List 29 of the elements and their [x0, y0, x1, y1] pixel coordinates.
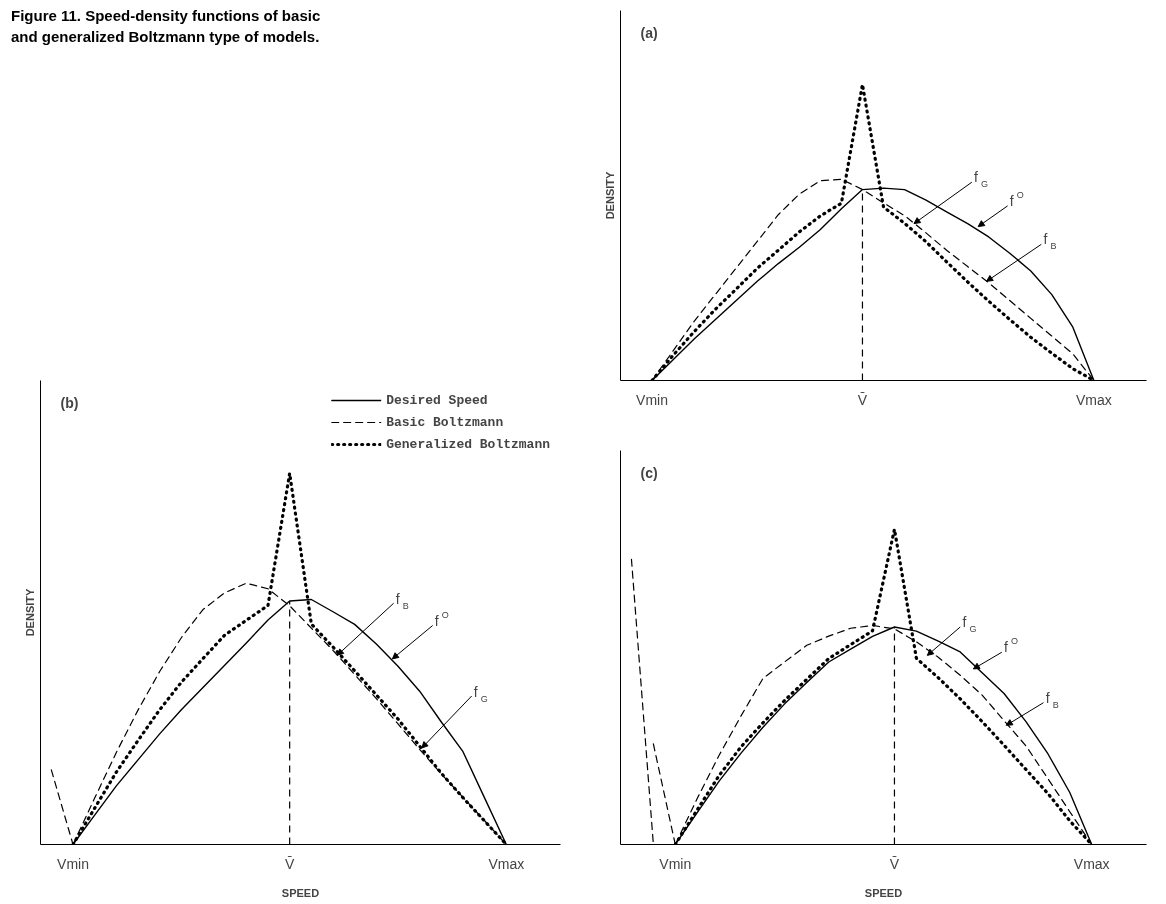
caption: Figure 11. Speed-density functions of basic and generalized Boltzmann type of models.: [11, 6, 322, 48]
x-tick-label: V̄: [285, 855, 295, 872]
legend-label: Desired Speed: [386, 392, 488, 408]
y-axis-title: DENSITY: [23, 588, 36, 637]
annotation: fO: [1004, 636, 1019, 656]
x-tick-label: Vmax: [1076, 391, 1112, 408]
x-tick-label: Vmax: [488, 855, 525, 872]
legend-label: Basic Boltzmann: [386, 414, 504, 430]
chart-title: (b): [60, 394, 79, 411]
x-tick-label: Vmin: [659, 855, 692, 872]
x-axis-title: SPEED: [864, 886, 903, 899]
annotation: fB: [395, 590, 409, 611]
legend-label: Generalized Boltzmann: [386, 436, 550, 452]
x-axis-title: SPEED: [281, 886, 320, 899]
annotation: fG: [973, 169, 988, 190]
x-tick-label: V̄: [857, 391, 868, 408]
x-tick-label: Vmin: [636, 391, 669, 408]
x-tick-label: Vmin: [57, 855, 89, 872]
x-tick-label: V̄: [889, 855, 900, 872]
annotation: fB: [1045, 689, 1059, 710]
annotation: fG: [962, 614, 977, 635]
annotation: fO: [434, 610, 449, 630]
x-tick-label: Vmax: [1073, 855, 1110, 872]
annotation: fO: [1009, 189, 1024, 209]
annotation: fG: [473, 683, 488, 704]
annotation: fB: [1043, 231, 1057, 252]
y-axis-title: DENSITY: [603, 171, 616, 220]
chart-title: (a): [640, 24, 658, 41]
chart-title: (c): [640, 464, 658, 481]
